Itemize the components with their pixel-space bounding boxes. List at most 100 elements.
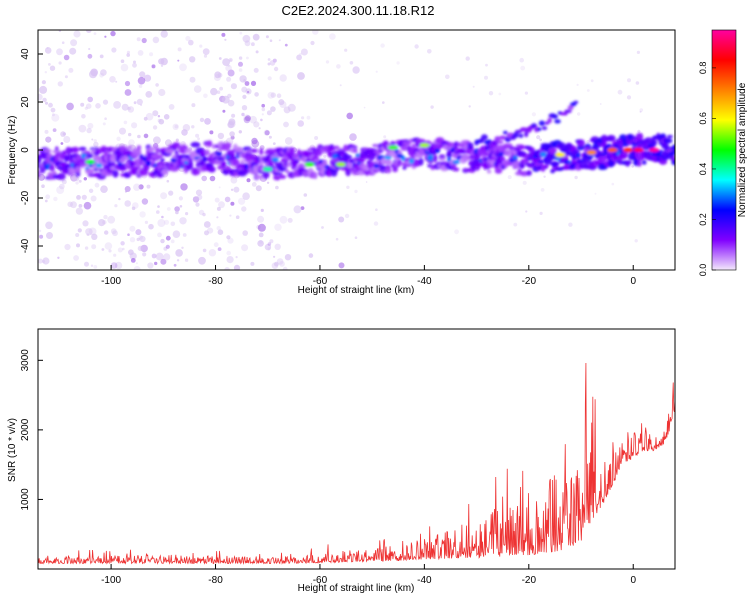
speckle-blob: [239, 31, 243, 35]
speckle-blob: [145, 112, 154, 121]
speckle-blob: [354, 236, 358, 239]
speckle-blob: [93, 141, 99, 148]
speckle-blob: [242, 34, 251, 43]
band-blob: [446, 142, 457, 148]
main-band: [38, 100, 675, 181]
band-blob: [623, 160, 633, 165]
speckle-blob: [147, 262, 154, 269]
band-blob: [481, 134, 488, 141]
speckle-blob: [124, 186, 131, 192]
speckle-blob: [66, 102, 74, 111]
speckle-blob: [126, 53, 130, 57]
speckle-blob: [145, 91, 153, 98]
speckle-blob: [349, 61, 354, 65]
speckle-blob: [283, 106, 291, 114]
band-blob: [344, 154, 353, 160]
colorbar: 0.0 0.2 0.4 0.6 0.8 Normalized spectral ampl…: [698, 29, 748, 277]
speckle-blob: [269, 39, 273, 42]
speckle-blob: [193, 85, 202, 93]
speckle-blob: [84, 246, 89, 250]
speckle-blob: [102, 99, 109, 105]
band-blob: [512, 155, 518, 160]
speckle-blob: [282, 266, 288, 270]
colorbar-tick-label: 0.0: [698, 264, 708, 277]
band-blob: [329, 168, 339, 173]
band-blob: [204, 149, 210, 155]
speckle-blob: [60, 142, 64, 145]
band-blob: [658, 149, 664, 153]
speckle-blob: [63, 54, 70, 61]
speckle-blob: [110, 30, 116, 37]
snr-y-label: SNR (10 * v/v): [7, 418, 18, 482]
speckle-blob: [430, 105, 434, 109]
band-blob: [524, 131, 529, 138]
speckle-blob: [225, 64, 232, 72]
band-blob: [447, 157, 452, 162]
x-tick-label: -60: [313, 575, 328, 586]
speckle-blob: [179, 217, 187, 225]
speckle-blob: [89, 70, 97, 79]
band-blob: [412, 162, 421, 167]
speckle-blob: [296, 54, 302, 61]
speckle-blob: [264, 130, 270, 136]
speckle-blob: [81, 194, 87, 200]
hot-spot: [262, 167, 273, 172]
speckle-blob: [157, 115, 161, 118]
y-tick-label: 0: [20, 147, 31, 153]
speckle-blob: [133, 266, 141, 270]
speckle-blob: [99, 73, 104, 78]
speckle-blob: [155, 252, 164, 261]
speckle-blob: [217, 132, 225, 140]
speckle-blob: [104, 242, 113, 250]
speckle-blob: [229, 59, 232, 62]
band-blob: [373, 163, 379, 169]
speckle-blob: [124, 80, 131, 87]
speckle-blob: [611, 182, 615, 186]
speckle-blob: [373, 221, 379, 226]
speckle-blob: [39, 234, 44, 239]
speckle-blob: [88, 47, 91, 51]
speckle-blob: [265, 35, 269, 39]
speckle-blob: [163, 246, 168, 251]
speckle-blob: [146, 184, 151, 189]
speckle-blob: [244, 81, 250, 86]
band-blob: [413, 154, 424, 159]
y-tick-label: 1000: [20, 488, 31, 511]
speckle-blob: [137, 245, 144, 252]
band-blob: [78, 146, 87, 151]
band-blob: [530, 123, 538, 129]
band-blob: [195, 170, 201, 175]
band-blob: [352, 148, 358, 153]
band-blob: [526, 170, 532, 176]
speckle-blob: [269, 239, 274, 244]
speckle-blob: [525, 210, 528, 213]
speckle-blob: [44, 71, 47, 74]
speckle-blob: [268, 135, 272, 139]
speckle-blob: [181, 246, 184, 249]
speckle-blob: [78, 124, 87, 133]
speckle-blob: [83, 177, 88, 181]
speckle-blob: [85, 228, 93, 236]
speckle-blob: [203, 221, 211, 228]
band-blob: [608, 159, 615, 168]
band-blob: [432, 154, 438, 163]
speckle-blob: [172, 230, 181, 238]
speckle-blob: [226, 76, 232, 82]
band-blob: [402, 165, 407, 170]
speckle-blob: [229, 214, 232, 217]
band-blob: [618, 153, 628, 159]
speckle-blob: [261, 107, 266, 112]
speckle-blob: [129, 225, 136, 232]
speckle-blob: [217, 229, 224, 235]
speckle-blob: [255, 185, 262, 192]
speckle-blob: [251, 182, 257, 187]
speckle-blob: [195, 133, 200, 138]
speckle-blob: [257, 240, 264, 247]
speckle-blob: [68, 67, 74, 73]
band-blob: [575, 157, 581, 161]
colorbar-tick-label: 0.6: [698, 112, 708, 125]
speckle-blob: [104, 35, 107, 38]
speckle-blob: [278, 39, 281, 42]
speckle-blob: [139, 71, 146, 78]
speckle-blob: [175, 249, 183, 257]
